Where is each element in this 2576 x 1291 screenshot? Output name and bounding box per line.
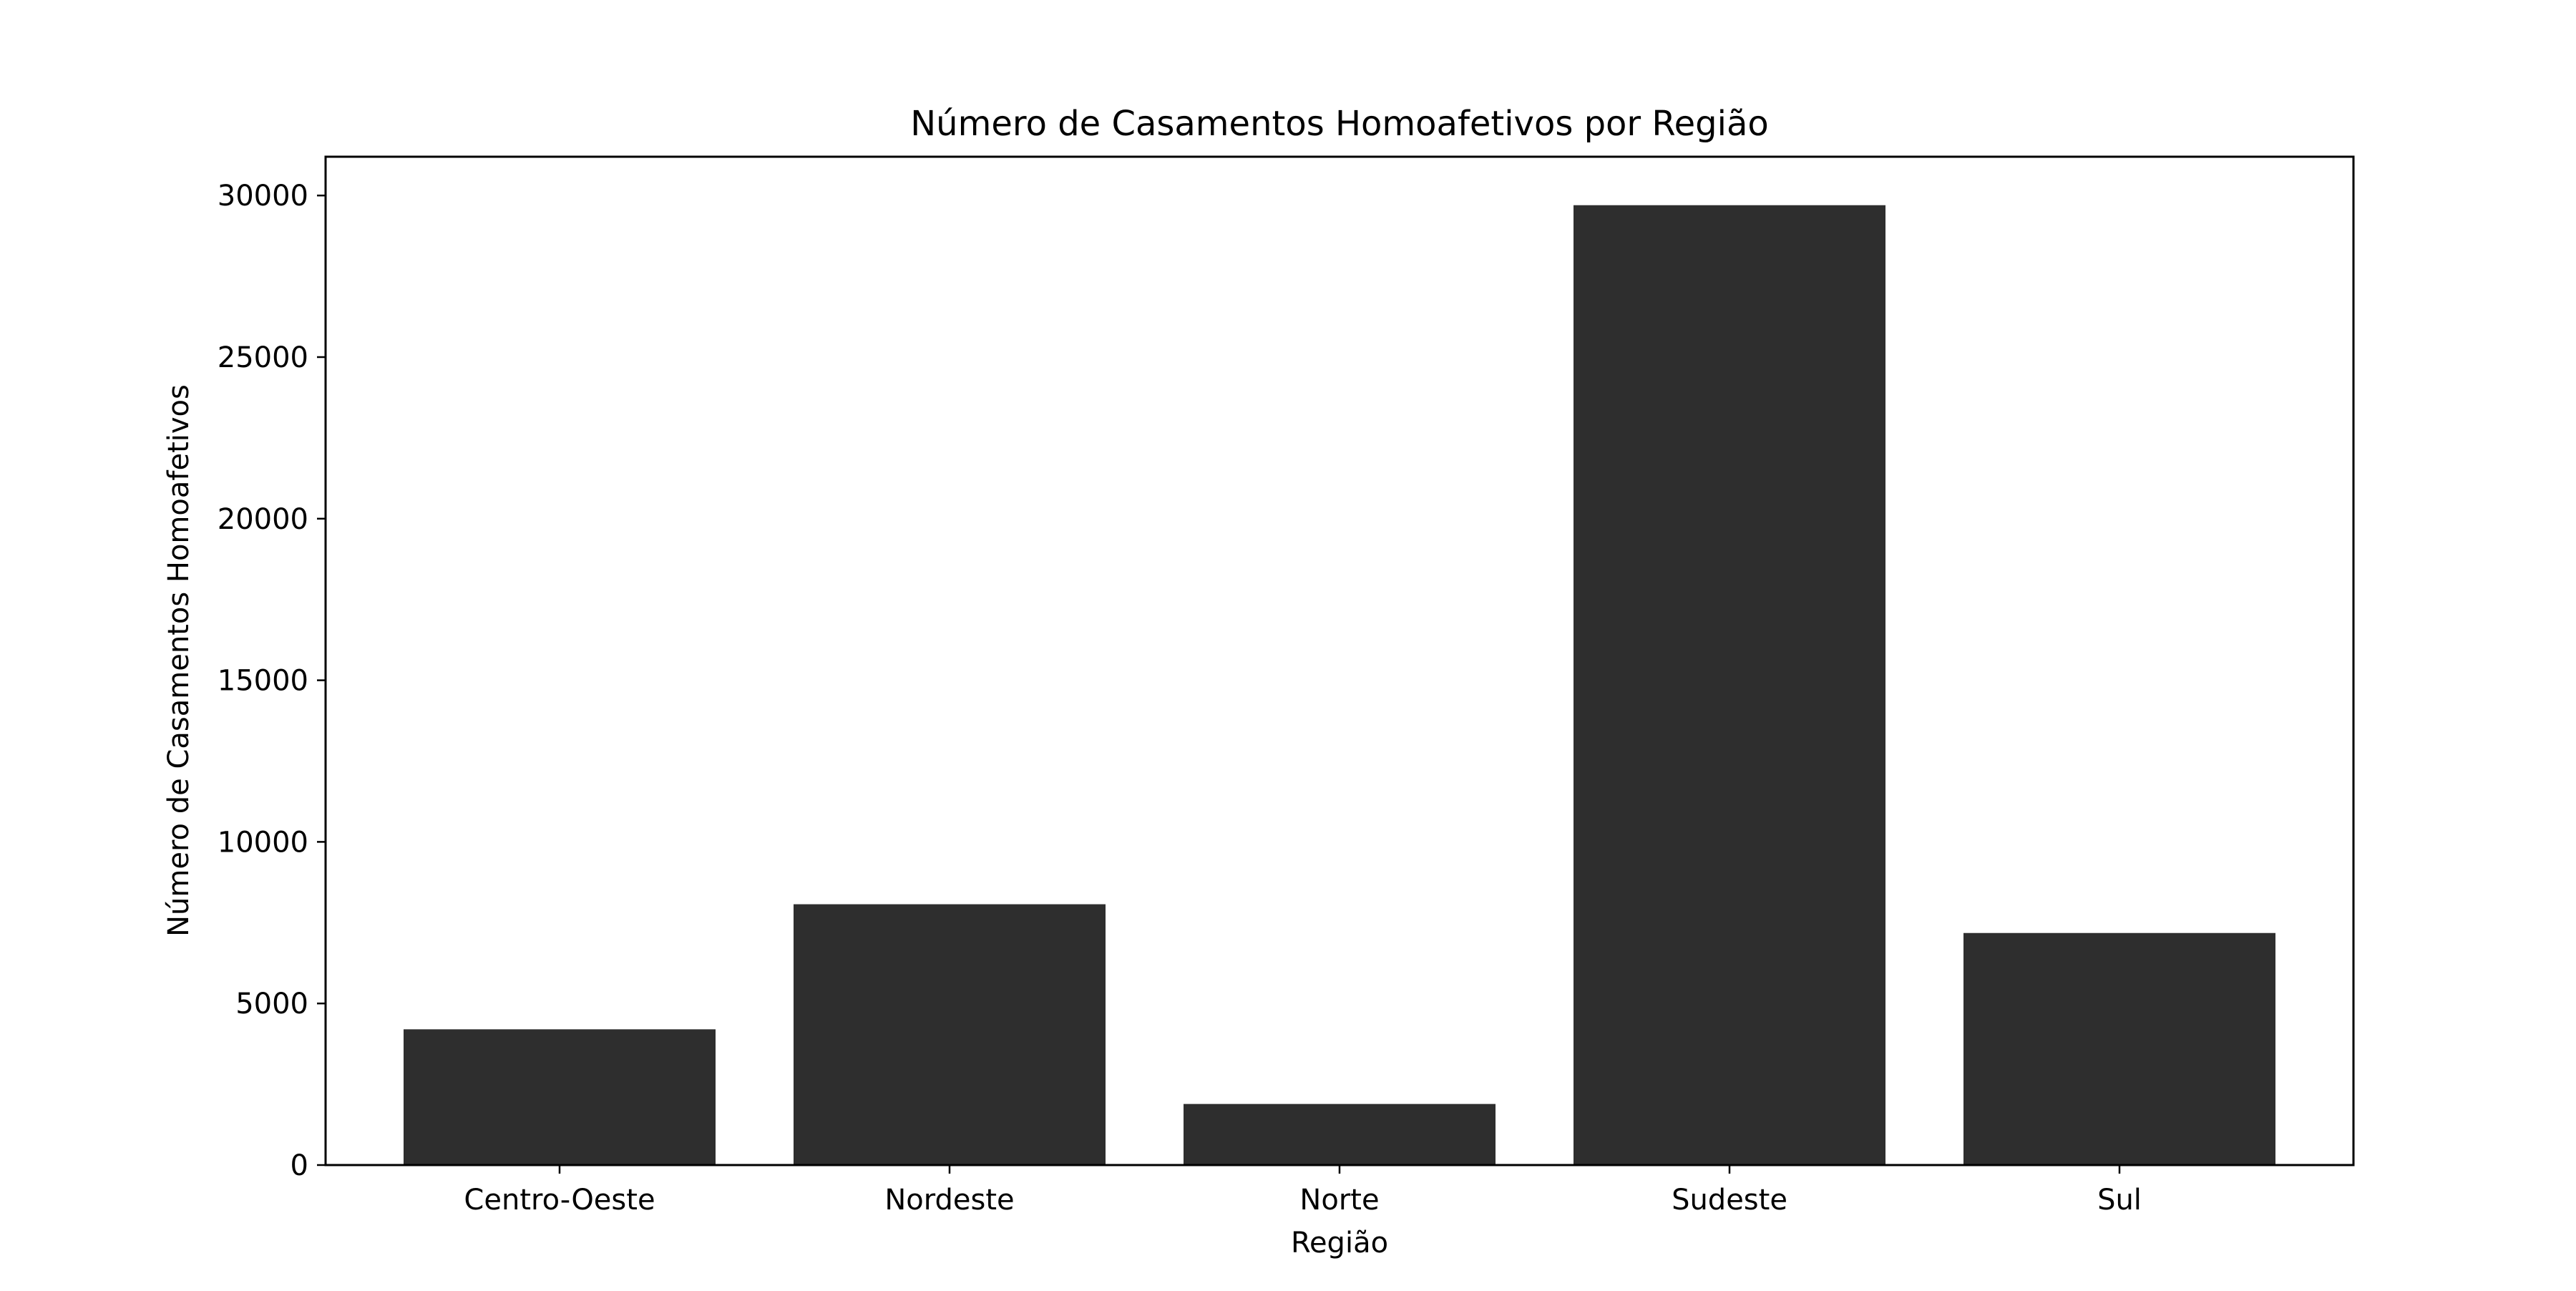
y-axis-label: Número de Casamentos Homoafetivos	[162, 384, 195, 937]
y-tick-label: 20000	[218, 503, 308, 536]
y-tick-label: 25000	[218, 341, 308, 374]
x-tick-label: Sudeste	[1672, 1184, 1787, 1217]
bar-norte	[1184, 1104, 1496, 1165]
x-tick-label: Nordeste	[884, 1184, 1014, 1217]
x-tick-label: Sul	[2097, 1184, 2142, 1217]
bar-sudeste	[1574, 205, 1885, 1166]
y-tick-label: 15000	[218, 665, 308, 698]
y-tick-label: 30000	[218, 180, 308, 213]
y-tick-label: 10000	[218, 826, 308, 859]
x-tick-label: Norte	[1299, 1184, 1379, 1217]
y-tick-label: 0	[291, 1149, 308, 1182]
y-axis-ticks: 0 5000 10000 15000 20000 25000 30000	[218, 180, 326, 1182]
bars-group	[404, 205, 2275, 1166]
x-tick-label: Centro-Oeste	[464, 1184, 655, 1217]
chart-title: Número de Casamentos Homoafetivos por Re…	[910, 104, 1768, 144]
bar-nordeste	[794, 904, 1106, 1165]
y-tick-label: 5000	[235, 988, 308, 1020]
bar-centro-oeste	[404, 1029, 716, 1165]
bar-sul	[1963, 932, 2275, 1165]
x-axis-label: Região	[1291, 1227, 1388, 1260]
x-axis-ticks: Centro-Oeste Nordeste Norte Sudeste Sul	[464, 1165, 2142, 1217]
